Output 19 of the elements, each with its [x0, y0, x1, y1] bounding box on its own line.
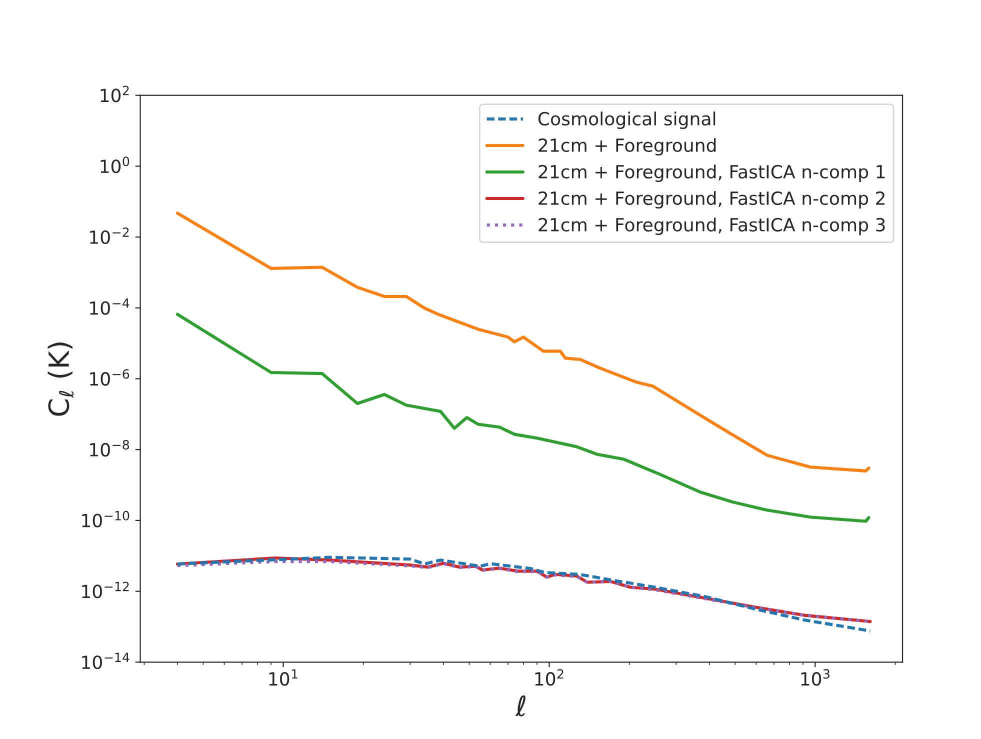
- legend-label: 21cm + Foreground: [538, 138, 716, 156]
- y-tick-label: 10$^{−2}$: [90, 227, 129, 244]
- legend-label: 21cm + Foreground, FastICA n-comp 3: [538, 218, 885, 236]
- y-tick-label: 10$^{−4}$: [90, 298, 130, 315]
- legend-label: Cosmological signal: [538, 112, 716, 130]
- y-tick-label: 10$^{−8}$: [90, 440, 130, 457]
- y-tick-label: 10$^{−12}$: [82, 582, 129, 598]
- x-axis-title: ℓ: [515, 695, 526, 716]
- y-tick-label: 10$^{0}$: [100, 156, 130, 174]
- y-tick-label: 10$^{2}$: [100, 86, 129, 102]
- legend-label: 21cm + Foreground, FastICA n-comp 1: [538, 164, 885, 182]
- x-tick-label: 10$^{2}$: [535, 669, 564, 686]
- y-tick-label: 10$^{−10}$: [82, 510, 130, 528]
- x-tick-label: 10$^{3}$: [801, 669, 830, 686]
- y-tick-label: 10$^{−6}$: [90, 369, 130, 386]
- y-tick-label: 10$^{−14}$: [82, 652, 130, 670]
- y-axis-title: C$_{ℓ}$ (K): [48, 342, 74, 416]
- legend-label: 21cm + Foreground, FastICA n-comp 2: [538, 191, 884, 209]
- x-tick-label: 10$^{1}$: [269, 669, 298, 686]
